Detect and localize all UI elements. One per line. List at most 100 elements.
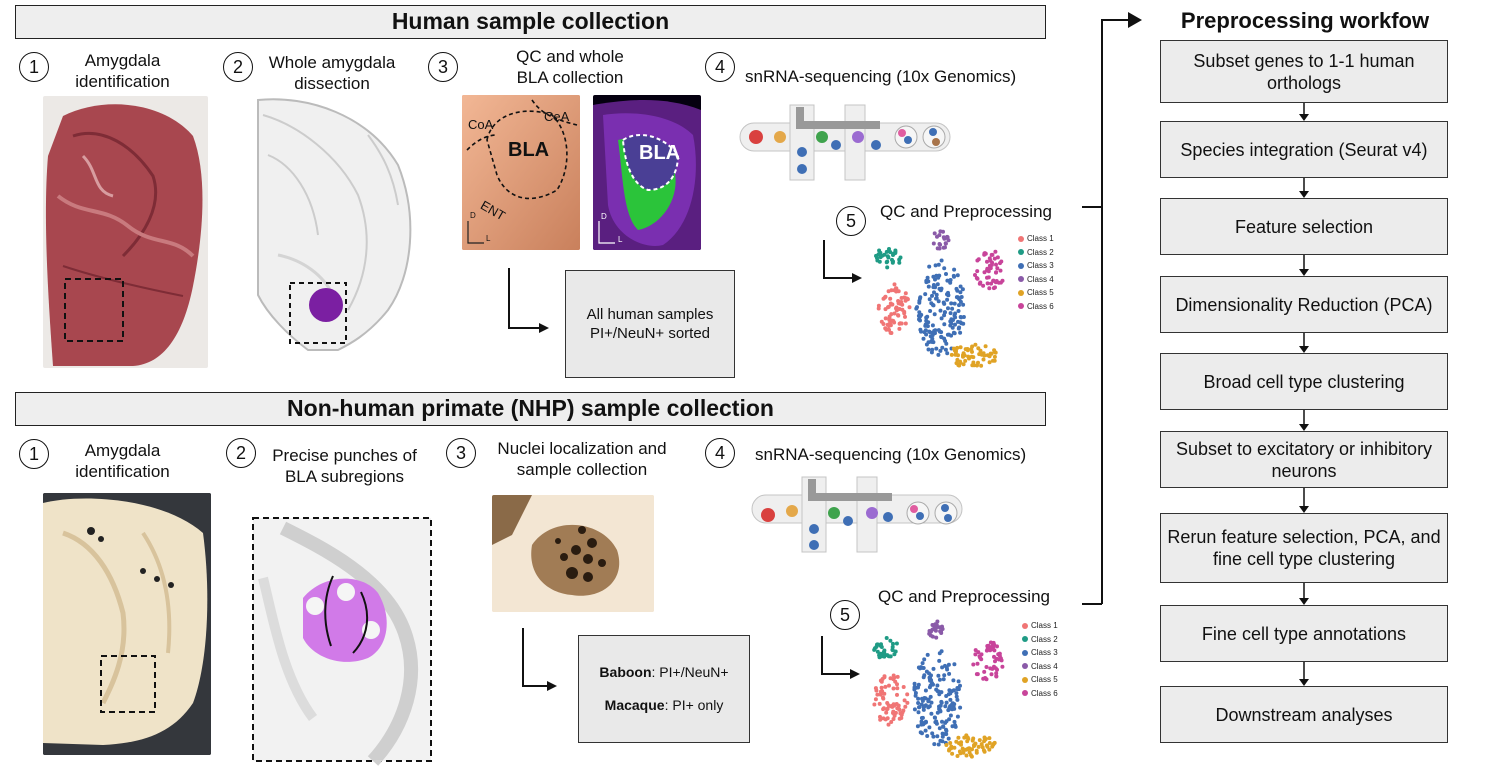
umap-point [985, 744, 990, 749]
umap-point [931, 666, 936, 671]
umap-point [916, 682, 921, 687]
umap-point [949, 321, 954, 326]
umap-point [998, 268, 1003, 273]
workflow-step-8: Fine cell type annotations [1160, 605, 1448, 662]
umap-point [936, 352, 941, 357]
nhp-sort-baboon: Baboon: PI+/NeuN+ [599, 664, 729, 680]
umap-point [939, 258, 944, 263]
umap-point [942, 322, 947, 327]
umap-point [971, 355, 976, 360]
umap-point [976, 346, 981, 351]
umap-point [937, 651, 942, 656]
umap-point [879, 679, 884, 684]
umap-point [989, 281, 994, 286]
umap-point [978, 280, 983, 285]
umap-point [965, 348, 970, 353]
umap-point [887, 683, 891, 688]
umap-point [950, 306, 955, 311]
legend-swatch [1022, 676, 1028, 683]
umap-point [955, 714, 960, 719]
legend-swatch [1022, 663, 1028, 670]
umap-point [927, 704, 932, 709]
umap-point [885, 716, 890, 721]
coa-label: CoA [468, 117, 494, 132]
umap-point [954, 295, 959, 300]
umap-point [920, 696, 924, 701]
umap-point [954, 361, 959, 366]
umap-point [888, 330, 893, 335]
umap-point [932, 312, 937, 317]
umap-point [875, 649, 880, 654]
umap-point [955, 273, 960, 278]
umap-point [922, 657, 927, 662]
legend-swatch [1022, 622, 1028, 629]
umap-point [923, 688, 928, 693]
umap-point [983, 344, 988, 349]
human-step-1-label: Amygdala identification [75, 51, 170, 91]
umap-point [945, 297, 950, 302]
umap-point [987, 286, 992, 291]
umap-point [941, 732, 946, 736]
umap-point [933, 628, 938, 633]
umap-point [937, 677, 942, 682]
umap-point [874, 253, 878, 258]
umap-point [889, 302, 894, 307]
human-step-5-label: QC and Preprocessing [880, 202, 1052, 221]
umap-point [944, 700, 949, 705]
umap-point [958, 284, 963, 289]
umap-point [937, 726, 942, 731]
umap-point [905, 700, 910, 705]
human-umap-plot [874, 229, 1005, 368]
umap-point [982, 669, 987, 674]
umap-point [954, 286, 959, 291]
umap-point [934, 721, 939, 726]
umap-point [932, 231, 937, 236]
umap-point [974, 672, 979, 677]
umap-point [943, 347, 948, 352]
umap-point [994, 671, 999, 676]
legend-swatch [1018, 262, 1024, 269]
umap-point [952, 301, 957, 306]
umap-point [994, 270, 998, 275]
umap-point [949, 317, 954, 322]
umap-point [949, 352, 954, 357]
legend-swatch [1022, 649, 1028, 656]
nhp-sort-arrow [522, 628, 557, 691]
workflow-arrow-head [1299, 346, 1309, 353]
umap-point [944, 272, 948, 276]
umap-point [940, 665, 945, 670]
umap-point [884, 710, 889, 715]
umap-point [971, 662, 976, 667]
umap-point [943, 704, 948, 709]
orientation-d-label: D [470, 211, 476, 220]
umap-point [888, 638, 893, 643]
umap-point [970, 747, 974, 752]
fluor-bla-label: BLA [639, 142, 681, 164]
umap-point [922, 330, 927, 335]
umap-point [929, 339, 934, 344]
legend-swatch [1022, 690, 1028, 697]
umap-point [945, 235, 950, 240]
umap-point [886, 703, 891, 708]
umap-point [982, 735, 987, 740]
umap-point [883, 294, 888, 299]
umap-point [928, 678, 933, 683]
legend-label: Class 3 [1027, 261, 1054, 270]
legend-entry: Class 4 [1022, 660, 1058, 674]
nhp-sequencing-schematic [751, 476, 963, 553]
umap-point [987, 741, 992, 745]
umap-point [889, 720, 894, 724]
workflow-step-6: Subset to excitatory or inhibitory neuro… [1160, 431, 1448, 488]
legend-swatch [1018, 276, 1024, 283]
umap-point [885, 265, 890, 270]
umap-point [921, 721, 926, 726]
umap-point [973, 652, 978, 657]
umap-point [891, 709, 896, 714]
umap-point [891, 259, 895, 264]
umap-point [951, 273, 956, 278]
umap-point [885, 259, 890, 264]
umap-point [955, 697, 960, 702]
umap-point [923, 292, 928, 297]
umap-point [948, 697, 953, 702]
umap-point [984, 648, 989, 653]
